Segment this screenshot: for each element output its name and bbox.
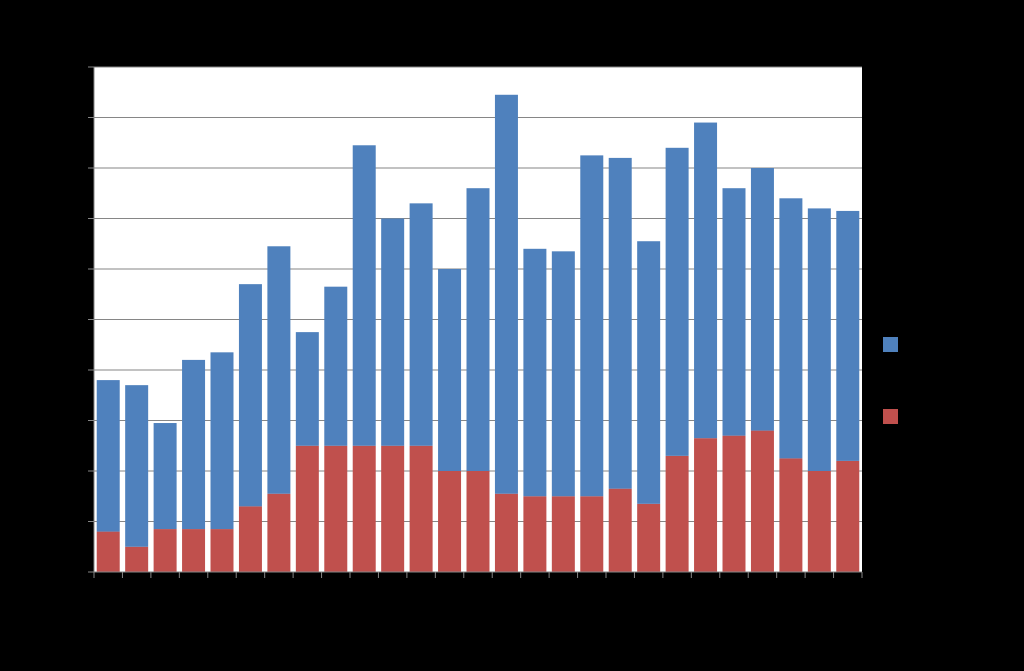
- bar-segment: [580, 496, 604, 572]
- bar-segment: [750, 430, 774, 572]
- bar-segment: [438, 269, 462, 471]
- bar-segment: [182, 359, 206, 530]
- bar-segment: [580, 155, 604, 497]
- bar-segment: [466, 471, 490, 572]
- bar-segment: [551, 251, 575, 497]
- bar-segment: [551, 496, 575, 572]
- bar-segment: [722, 435, 746, 572]
- bar-segment: [608, 488, 632, 572]
- bar-segment: [409, 203, 433, 446]
- bar-segment: [324, 445, 348, 572]
- bar-segment: [295, 332, 319, 446]
- legend-swatch: [883, 409, 898, 424]
- bar-segment: [96, 531, 120, 572]
- bar-segment: [324, 286, 348, 446]
- bar-segment: [238, 284, 262, 507]
- bar-segment: [153, 529, 177, 572]
- bar-segment: [466, 188, 490, 471]
- legend-swatch: [883, 337, 898, 352]
- bar-segment: [665, 147, 689, 456]
- bar-segment: [267, 493, 291, 572]
- bar-segment: [836, 460, 860, 572]
- bar-segment: [182, 529, 206, 572]
- bar-segment: [125, 385, 149, 547]
- bar-segment: [409, 445, 433, 572]
- bar-segment: [494, 493, 518, 572]
- bar-segment: [210, 529, 234, 572]
- bar-segment: [238, 506, 262, 572]
- bar-segment: [153, 423, 177, 530]
- bar-segment: [779, 198, 803, 459]
- bar-segment: [807, 471, 831, 572]
- bar-segment: [352, 445, 376, 572]
- bar-segment: [523, 248, 547, 497]
- bar-segment: [295, 445, 319, 572]
- bar-segment: [267, 246, 291, 494]
- bar-segment: [779, 458, 803, 572]
- bar-segment: [494, 94, 518, 494]
- bar-segment: [637, 503, 661, 572]
- bar-segment: [694, 122, 718, 439]
- bar-segment: [722, 188, 746, 436]
- bar-segment: [523, 496, 547, 572]
- bar-segment: [381, 218, 405, 446]
- bar-segment: [836, 210, 860, 461]
- bar-segment: [381, 445, 405, 572]
- bar-segment: [608, 157, 632, 489]
- bar-segment: [438, 471, 462, 572]
- bar-segment: [125, 546, 149, 572]
- bar-segment: [694, 438, 718, 572]
- bar-segment: [637, 241, 661, 504]
- bar-segment: [352, 145, 376, 446]
- bar-segment: [96, 380, 120, 532]
- bar-segment: [807, 208, 831, 471]
- bar-segment: [210, 352, 234, 530]
- bar-segment: [665, 455, 689, 572]
- bar-segment: [750, 168, 774, 431]
